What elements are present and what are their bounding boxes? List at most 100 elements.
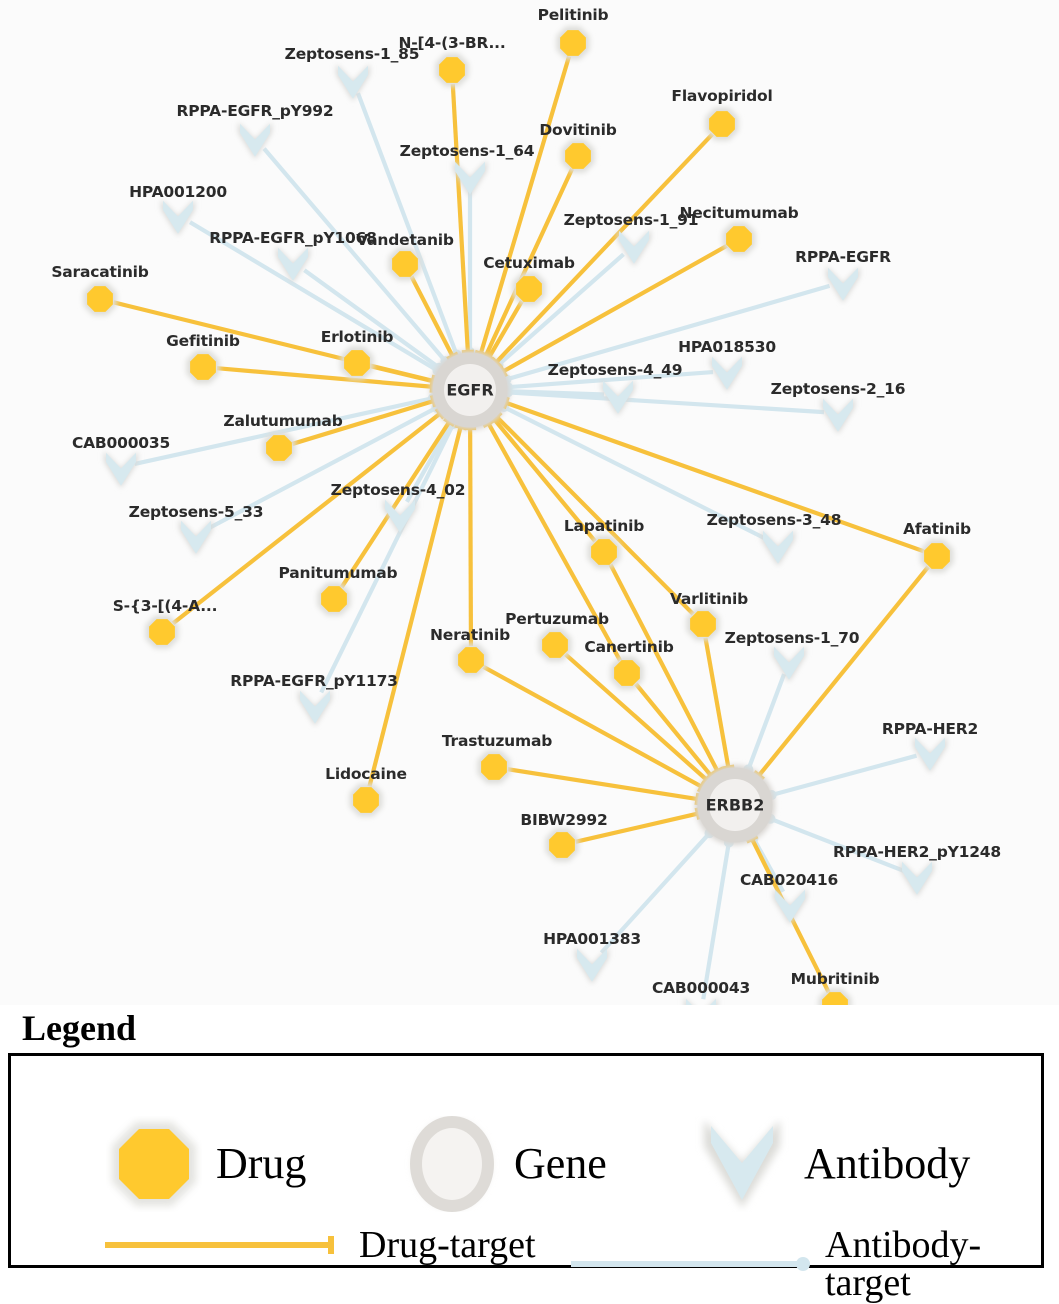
legend-label-antibody: Antibody: [804, 1142, 970, 1186]
edge-drug-target: [369, 427, 460, 787]
legend-label-drug-target: Drug-target: [359, 1226, 536, 1264]
edge-drug-target: [497, 417, 693, 614]
antibody-node[interactable]: [104, 451, 138, 488]
edge-antibody-target: [748, 674, 784, 769]
antibody-node[interactable]: [773, 888, 807, 925]
antibody-node[interactable]: [710, 355, 744, 392]
drug-shape: [726, 226, 752, 252]
drug-node[interactable]: [920, 539, 953, 572]
drug-shape: [549, 832, 575, 858]
drug-node[interactable]: [561, 139, 594, 172]
edge-antibody-target: [321, 424, 453, 692]
antibody-node[interactable]: [617, 229, 651, 266]
drug-node[interactable]: [705, 107, 738, 140]
drug-node[interactable]: [145, 615, 178, 648]
drug-shape: [542, 632, 568, 658]
edge-drug-target: [371, 366, 433, 381]
drug-node[interactable]: [610, 656, 643, 689]
legend-item-antibody: Antibody: [694, 1116, 970, 1212]
drug-shape: [560, 30, 586, 56]
antibody-node-icon: [694, 1116, 790, 1212]
drug-shape: [565, 143, 591, 169]
drug-target-edge-icon: [103, 1235, 353, 1255]
antibody-node[interactable]: [761, 529, 795, 566]
edge-antibody-target: [508, 372, 713, 387]
drug-shape: [266, 435, 292, 461]
antibody-node[interactable]: [298, 689, 332, 726]
legend-label-antibody-target: Antibody-target: [825, 1226, 1041, 1302]
drug-node[interactable]: [349, 783, 382, 816]
legend-label-gene: Gene: [514, 1142, 607, 1186]
drug-node[interactable]: [587, 535, 620, 568]
edge-antibody-target: [770, 819, 904, 871]
edge-drug-target: [636, 684, 711, 776]
edge-drug-target: [508, 769, 698, 799]
legend-shape-row: Drug Gene: [11, 1116, 1041, 1211]
drug-shape: [481, 754, 507, 780]
antibody-node[interactable]: [161, 199, 195, 236]
drug-node[interactable]: [722, 222, 755, 255]
drug-node[interactable]: [545, 828, 578, 861]
edge-antibody-target: [208, 408, 436, 529]
drug-node-icon: [106, 1116, 202, 1212]
drug-node[interactable]: [538, 628, 571, 661]
drug-node[interactable]: [317, 582, 350, 615]
gene-label-erbb2: ERBB2: [706, 796, 765, 815]
node-layer: [83, 26, 953, 1010]
antibody-node[interactable]: [336, 64, 370, 101]
legend-label-drug: Drug: [216, 1142, 306, 1186]
legend-panel: Legend Drug: [0, 1005, 1059, 1280]
drug-shape: [149, 619, 175, 645]
drug-node[interactable]: [186, 350, 219, 383]
edge-layer: [114, 56, 929, 999]
drug-node[interactable]: [83, 282, 116, 315]
drug-shape: [392, 251, 418, 277]
drug-node[interactable]: [686, 607, 719, 640]
drug-node[interactable]: [477, 750, 510, 783]
edge-drug-target: [503, 246, 727, 372]
legend-item-drug-target: Drug-target: [103, 1226, 536, 1264]
edge-drug-target: [453, 84, 468, 352]
antibody-node[interactable]: [913, 736, 947, 773]
drug-shape: [516, 276, 542, 302]
edge-antibody-target: [703, 843, 729, 1000]
antibody-node[interactable]: [900, 860, 934, 897]
legend-title: Legend: [22, 1007, 136, 1049]
edge-antibody-target: [508, 392, 824, 412]
edge-drug-target: [576, 814, 698, 842]
edge-drug-target: [705, 638, 728, 768]
antibody-node[interactable]: [826, 266, 860, 303]
legend-item-antibody-target: Antibody-target: [569, 1226, 1041, 1302]
antibody-node[interactable]: [179, 519, 213, 556]
edge-antibody-target: [772, 756, 917, 795]
legend-box: Drug Gene: [8, 1053, 1044, 1268]
antibody-node[interactable]: [821, 397, 855, 434]
antibody-node[interactable]: [575, 947, 609, 984]
drug-node[interactable]: [454, 643, 487, 676]
legend-item-drug: Drug: [106, 1116, 306, 1212]
edge-antibody-target: [190, 222, 437, 370]
drug-node[interactable]: [435, 53, 468, 86]
network-graph-svg[interactable]: [0, 0, 1059, 1010]
drug-node[interactable]: [262, 431, 295, 464]
drug-shape: [924, 543, 950, 569]
gene-label-egfr: EGFR: [446, 381, 493, 400]
edge-antibody-target: [601, 833, 709, 952]
drug-shape: [353, 787, 379, 813]
drug-node[interactable]: [512, 272, 545, 305]
drug-shape: [439, 57, 465, 83]
antibody-target-edge-icon: [569, 1254, 819, 1274]
drug-shape: [87, 286, 113, 312]
drug-shape: [709, 111, 735, 137]
drug-shape: [614, 660, 640, 686]
drug-shape: [190, 354, 216, 380]
edge-drug-target: [506, 403, 924, 552]
antibody-node[interactable]: [772, 645, 806, 682]
drug-node[interactable]: [556, 26, 589, 59]
drug-node[interactable]: [340, 346, 373, 379]
legend-edge-row: Drug-target Antibody-target: [11, 1226, 1041, 1281]
drug-shape: [690, 611, 716, 637]
drug-node[interactable]: [388, 247, 421, 280]
drug-shape: [458, 647, 484, 673]
